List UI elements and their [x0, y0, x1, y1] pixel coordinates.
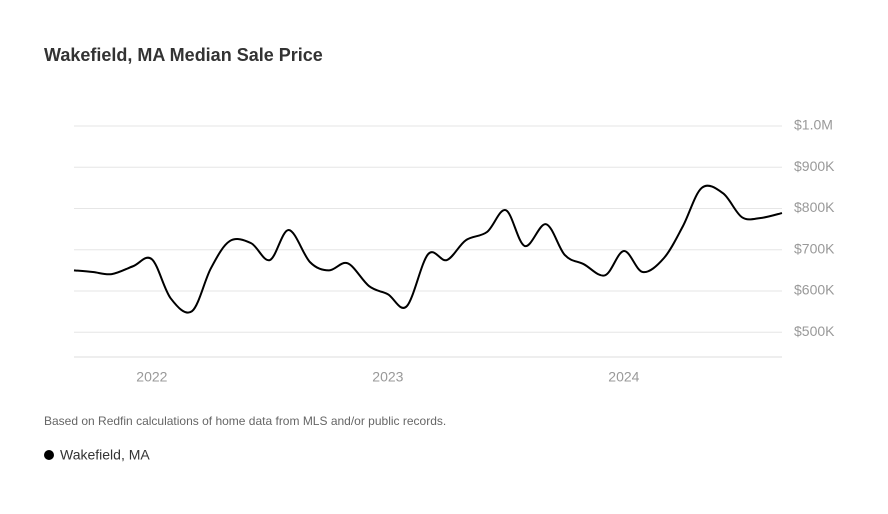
x-tick-label: 2023 — [372, 369, 403, 385]
x-tick-label: 2022 — [136, 369, 167, 385]
y-tick-label: $700K — [794, 240, 835, 256]
x-tick-label: 2024 — [608, 369, 639, 385]
chart-title: Wakefield, MA Median Sale Price — [44, 45, 323, 65]
y-tick-label: $1.0M — [794, 117, 833, 133]
legend-swatch — [44, 450, 54, 460]
y-tick-label: $800K — [794, 199, 835, 215]
y-tick-label: $600K — [794, 282, 835, 298]
legend-label: Wakefield, MA — [60, 447, 150, 463]
footnote: Based on Redfin calculations of home dat… — [44, 414, 446, 428]
y-tick-label: $900K — [794, 158, 835, 174]
price-line — [73, 184, 783, 314]
y-tick-label: $500K — [794, 323, 835, 339]
